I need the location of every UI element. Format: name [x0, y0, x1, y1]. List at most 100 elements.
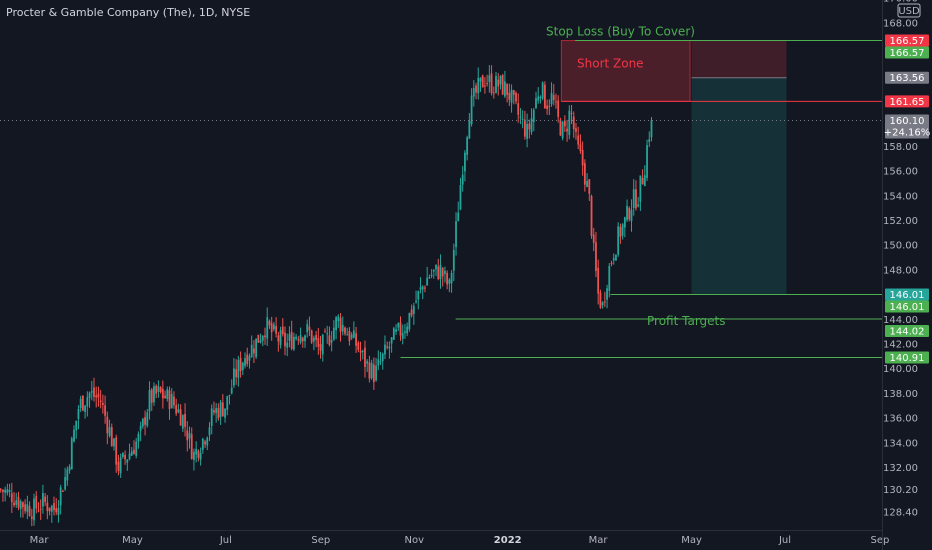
- candle-body: [450, 273, 453, 284]
- annotation-zones: [560, 40, 787, 295]
- price-tag-label: 160.10: [890, 116, 925, 127]
- candle-body: [615, 254, 617, 261]
- candle-body: [15, 500, 18, 505]
- y-tick-label: 136.00: [883, 414, 918, 425]
- candle-body: [479, 77, 482, 82]
- candle-body: [268, 320, 271, 326]
- candle-body: [557, 100, 560, 117]
- candle-body: [568, 110, 571, 136]
- candle-body: [8, 490, 11, 492]
- y-tick-label: 128.40: [883, 507, 918, 518]
- candle-body: [628, 208, 631, 220]
- candle-body: [175, 405, 178, 414]
- candle-body: [475, 85, 477, 93]
- candle-body: [70, 438, 73, 470]
- y-tick-label: 142.00: [883, 340, 918, 351]
- y-tick-label: 154.00: [883, 191, 918, 202]
- candle-body: [235, 369, 238, 378]
- candle-body: [499, 75, 502, 85]
- candle-body: [350, 334, 353, 339]
- candle-body: [199, 453, 202, 460]
- candle-body: [599, 292, 602, 308]
- candle-body: [239, 357, 242, 372]
- candle-body: [144, 417, 146, 425]
- x-axis: Mar May Jul Sep Nov 2022 Mar May Jul Sep: [0, 530, 890, 546]
- y-tick-label: 132.00: [883, 463, 918, 474]
- price-tag: [885, 34, 929, 47]
- candle-body: [159, 387, 162, 393]
- candle-body: [90, 391, 93, 393]
- candle-body: [215, 408, 218, 414]
- candle-body: [157, 386, 160, 392]
- candle-body: [228, 394, 231, 396]
- candle-body: [528, 123, 531, 130]
- candle-body: [161, 388, 164, 399]
- candle-body: [448, 279, 451, 284]
- short-zone-box: [560, 40, 691, 102]
- candle-body: [259, 340, 262, 343]
- candle-body: [246, 354, 249, 364]
- candle-body: [208, 427, 211, 436]
- candle-body: [290, 331, 293, 349]
- candle-body: [406, 326, 409, 334]
- candle-body: [637, 204, 640, 207]
- candle-body: [57, 507, 60, 515]
- candle-body: [150, 389, 153, 403]
- candle-body: [59, 487, 62, 506]
- candle-body: [42, 493, 44, 507]
- candle-body: [452, 250, 455, 271]
- candle-body: [530, 118, 533, 133]
- candle-body: [110, 427, 113, 447]
- candle-body: [133, 449, 135, 455]
- candle-body: [404, 331, 406, 333]
- candle-body: [73, 429, 75, 442]
- candle-body: [377, 359, 380, 366]
- currency-box: [897, 3, 921, 18]
- candle-body: [119, 457, 122, 474]
- candle-body: [99, 400, 102, 403]
- candle-body: [601, 302, 604, 306]
- candle-body: [626, 205, 628, 220]
- candle-body: [37, 510, 40, 512]
- candle-body: [361, 350, 364, 352]
- candle-body: [95, 395, 98, 398]
- candle-body: [48, 507, 51, 512]
- candle-body: [26, 504, 29, 512]
- candle-body: [270, 323, 273, 333]
- candle-body: [170, 394, 173, 409]
- x-tick-label: Sep: [871, 535, 890, 546]
- candle-body: [459, 185, 462, 210]
- candle-body: [179, 409, 182, 426]
- candle-body: [319, 344, 322, 351]
- y-tick-label: 140.00: [883, 364, 918, 375]
- price-tag-change: +24.16%: [884, 127, 931, 138]
- candle-body: [437, 266, 440, 280]
- candle-body: [188, 432, 191, 439]
- candle-body: [335, 317, 337, 331]
- x-tick-label: Jul: [778, 535, 791, 546]
- candle-body: [197, 450, 200, 458]
- candle-body: [250, 344, 253, 357]
- candle-body: [22, 502, 24, 508]
- candle-body: [543, 84, 546, 109]
- candle-body: [173, 396, 175, 406]
- candle-body: [35, 496, 38, 509]
- candle-body: [457, 212, 460, 222]
- y-tick-label: 168.00: [883, 18, 918, 29]
- candle-body: [33, 498, 35, 521]
- candle-body: [586, 181, 588, 188]
- candle-body: [68, 466, 71, 471]
- candle-body: [337, 316, 340, 322]
- candle-body: [86, 397, 89, 407]
- annotation-labels: Stop Loss (Buy To Cover) Short Zone Profit…: [546, 25, 726, 329]
- candle-body: [310, 330, 313, 343]
- candle-body: [555, 101, 557, 103]
- candles: [0, 65, 653, 527]
- price-tag: [885, 71, 929, 84]
- candle-body: [124, 454, 126, 460]
- candle-body: [46, 502, 49, 512]
- candle-body: [477, 78, 480, 94]
- candle-body: [233, 368, 235, 386]
- candle-body: [348, 331, 351, 342]
